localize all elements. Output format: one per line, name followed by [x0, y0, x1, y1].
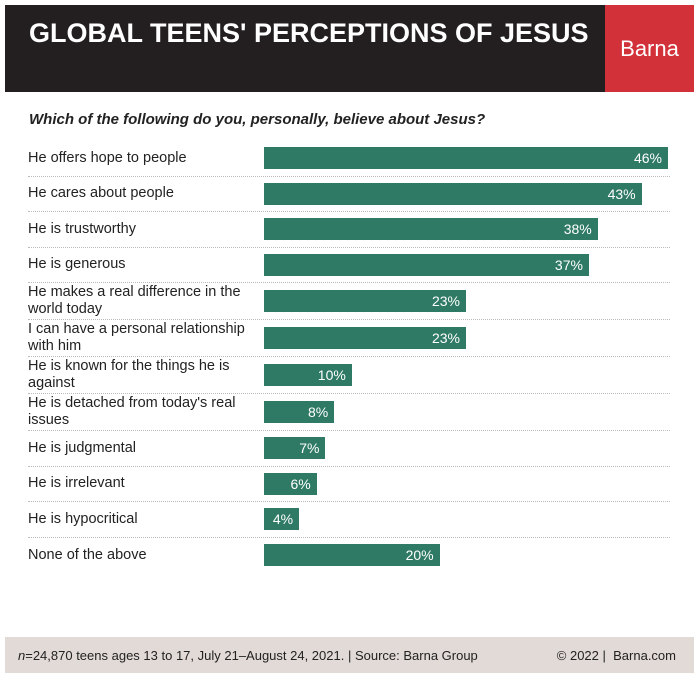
bar: 6%	[264, 472, 317, 495]
bar: 7%	[264, 437, 326, 460]
chart: He offers hope to people 46% He cares abou…	[28, 141, 670, 573]
row: He is trustworthy 38%	[28, 212, 670, 248]
category-label: He is trustworthy	[28, 220, 136, 237]
bar: 23%	[264, 290, 466, 312]
category-label: He is generous	[28, 256, 126, 273]
category-label: He is judgmental	[28, 439, 136, 456]
category-label: He offers hope to people	[28, 149, 187, 166]
value-label: 7%	[299, 440, 320, 457]
row: He is irrelevant 6%	[28, 467, 670, 502]
value-label: 6%	[290, 475, 311, 492]
footer-var: n	[18, 648, 26, 663]
value-label: 4%	[272, 511, 294, 528]
subtitle: Which of the following do you, personall…	[29, 111, 486, 128]
bar: 4%	[264, 508, 300, 531]
row: He is detached from today's real issues 8…	[28, 394, 670, 431]
bar: 38%	[264, 218, 598, 241]
footer-text: =24,870 teens ages 13 to 17, July 21–Aug…	[25, 648, 478, 663]
bar: 43%	[264, 182, 642, 205]
row: He is known for the things he is against…	[28, 357, 670, 394]
footer: n=24,870 teens ages 13 to 17, July 21–Au…	[5, 637, 694, 673]
value-label: 38%	[563, 221, 592, 238]
bar: 8%	[264, 401, 335, 423]
row: He cares about people 43%	[28, 177, 670, 212]
footer-note: n=24,870 teens ages 13 to 17, July 21–Au…	[18, 648, 478, 663]
row: He is judgmental 7%	[28, 431, 670, 467]
value-label: 10%	[317, 367, 346, 383]
row: He is generous 37%	[28, 248, 670, 283]
bar: 10%	[264, 364, 352, 386]
value-label: 23%	[431, 293, 460, 309]
copyright: © 2022 |	[556, 648, 606, 663]
row: I can have a personal relationship with …	[28, 320, 670, 357]
bar: 23%	[264, 327, 466, 349]
site: Barna.com	[613, 648, 676, 663]
value-label: 23%	[431, 330, 460, 346]
chart-title: GLOBAL TEENS' PERCEPTIONS OF JESUS	[29, 18, 589, 48]
category-label: He is known for the things he is against	[28, 358, 230, 391]
value-label: 37%	[554, 256, 583, 273]
category-label: He is hypocritical	[28, 510, 138, 527]
row: He is hypocritical 4%	[28, 502, 670, 538]
category-label: He makes a real difference in the world …	[28, 284, 241, 317]
category-label: He is irrelevant	[28, 475, 125, 492]
bar: 20%	[264, 544, 440, 567]
category-label: None of the above	[28, 546, 147, 563]
category-label: I can have a personal relationship with …	[28, 321, 245, 354]
brand: Barna	[605, 5, 694, 92]
value-label: 8%	[308, 404, 329, 420]
footer-right: © 2022 | Barna.com	[557, 648, 676, 663]
value-label: 20%	[405, 547, 434, 564]
header: GLOBAL TEENS' PERCEPTIONS OF JESUS	[5, 5, 605, 92]
value-label: 43%	[607, 185, 636, 202]
value-label: 46%	[633, 150, 662, 167]
category-label: He is detached from today's real issues	[28, 395, 236, 428]
bar: 37%	[264, 253, 589, 276]
category-label: He cares about people	[28, 185, 174, 202]
bar: 46%	[264, 147, 668, 170]
row: He makes a real difference in the world …	[28, 283, 670, 320]
row: He offers hope to people 46%	[28, 141, 670, 177]
row: None of the above 20%	[28, 538, 670, 574]
